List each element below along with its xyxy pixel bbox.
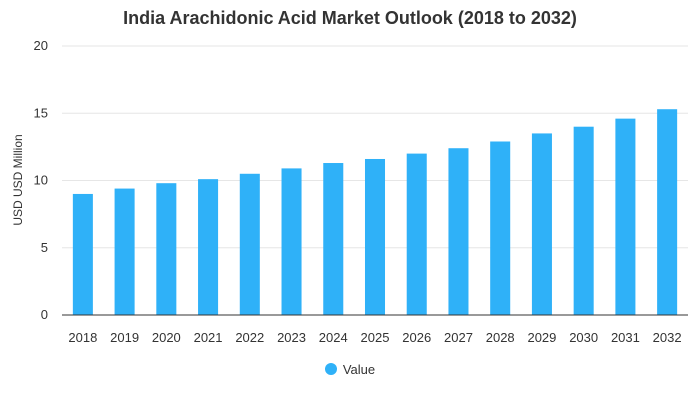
x-tick-label: 2032 [653, 330, 682, 345]
axes: 0 5 10 15 20 2018 2019 2020 2021 2022 2023 2024 2025… [34, 38, 688, 345]
bar-2024 [323, 163, 344, 315]
y-tick-label: 5 [41, 240, 48, 255]
bar-2032 [657, 109, 678, 315]
y-tick-label: 10 [34, 173, 48, 188]
x-tick-label: 2023 [277, 330, 306, 345]
bar-2023 [281, 168, 302, 315]
bars [72, 109, 678, 315]
bar-2029 [531, 133, 552, 315]
legend: Value [0, 362, 700, 377]
chart-title: India Arachidonic Acid Market Outlook (2… [123, 8, 577, 28]
x-tick-label: 2026 [402, 330, 431, 345]
bar-2025 [364, 158, 386, 315]
x-tick-label: 2020 [152, 330, 181, 345]
bar-2027 [448, 148, 469, 315]
x-tick-label: 2028 [486, 330, 515, 345]
bar-2030 [573, 126, 594, 315]
legend-swatch [324, 363, 337, 375]
x-tick-label: 2024 [319, 330, 348, 345]
bar-2018 [72, 193, 93, 315]
y-tick-label: 20 [34, 38, 48, 53]
x-tick-label: 2031 [611, 330, 640, 345]
x-tick-label: 2030 [569, 330, 598, 345]
bar-2022 [239, 173, 260, 315]
x-tick-label: 2019 [110, 330, 139, 345]
bar-2028 [490, 141, 511, 315]
bar-2026 [406, 153, 427, 315]
bar-2031 [615, 118, 636, 315]
x-tick-label: 2029 [527, 330, 556, 345]
x-tick-label: 2025 [361, 330, 390, 345]
x-tick-label: 2018 [68, 330, 97, 345]
y-tick-label: 0 [41, 307, 48, 322]
x-tick-label: 2022 [235, 330, 264, 345]
bar-2019 [114, 188, 135, 315]
y-axis-title: USD USD Million [11, 134, 25, 225]
x-tick-label: 2027 [444, 330, 473, 345]
x-tick-label: 2021 [194, 330, 223, 345]
legend-label: Value [342, 362, 376, 377]
bar-2020 [156, 183, 177, 315]
y-tick-label: 15 [34, 105, 48, 120]
bar-2021 [198, 179, 219, 315]
